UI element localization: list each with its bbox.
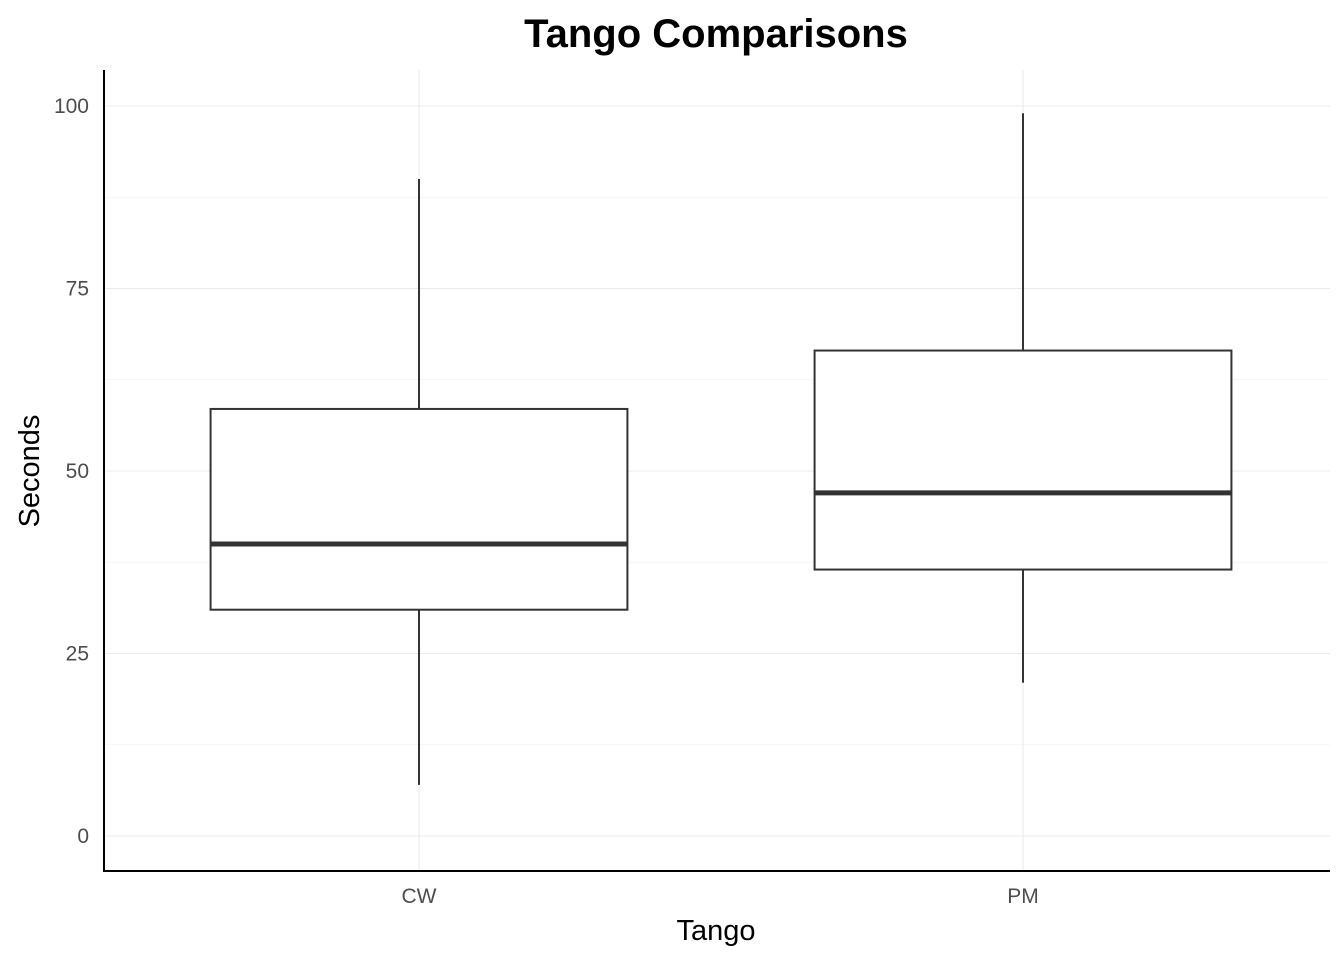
y-axis-label: Seconds <box>14 415 46 528</box>
box-pm <box>813 113 1233 683</box>
iqr-box <box>209 407 629 611</box>
y-tick-label: 75 <box>66 278 89 301</box>
y-tick-label: 50 <box>66 460 89 483</box>
y-tick-label: 0 <box>77 825 89 848</box>
y-tick-label: 25 <box>66 643 89 666</box>
x-tick-label: CW <box>402 885 437 908</box>
iqr-box <box>813 349 1233 571</box>
chart-title: Tango Comparisons <box>524 12 908 56</box>
x-axis-label: Tango <box>676 915 755 947</box>
x-tick-label: PM <box>1007 885 1039 908</box>
boxes-layer <box>209 113 1233 785</box>
y-tick-label: 100 <box>54 95 89 118</box>
y-tick-labels: 0 25 50 75 100 <box>54 95 89 848</box>
x-tick-labels: CW PM <box>402 885 1039 908</box>
box-cw <box>209 179 629 785</box>
